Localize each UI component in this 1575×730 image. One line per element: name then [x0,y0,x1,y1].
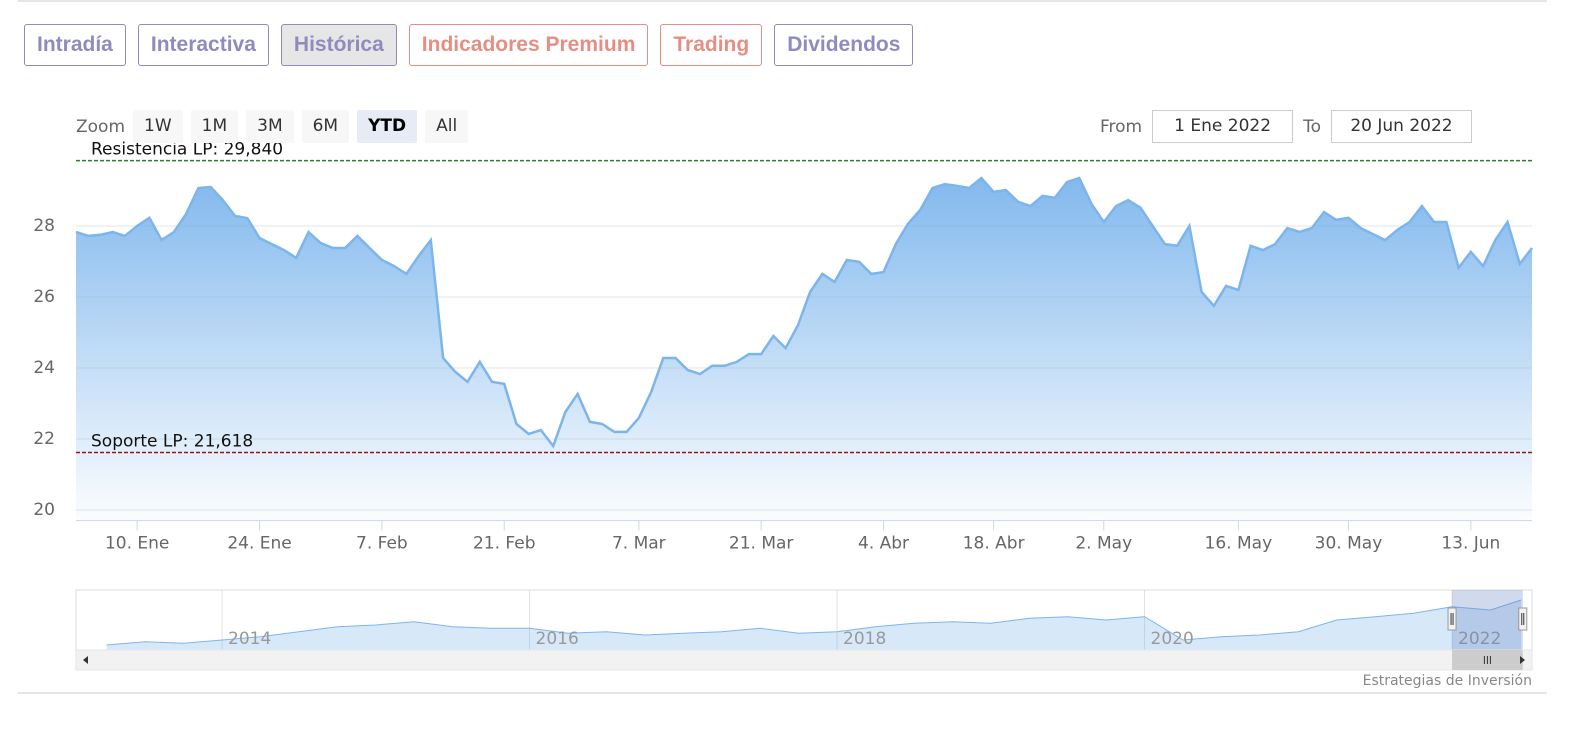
tab[interactable]: Intradía [24,24,126,66]
from-label: From [1099,116,1143,137]
zoom-button[interactable]: 3M [246,110,294,143]
plot-line-label: Soporte LP: 21,618 [91,432,253,452]
tab[interactable]: Dividendos [774,24,914,66]
navigator-label: 2022 [1458,629,1501,649]
y-tick-label: 20 [33,500,55,520]
navigator-handle [1518,607,1528,631]
x-tick-label: 13. Jun [1441,534,1500,554]
plot-line-label: Resistencia LP: 29,840 [91,140,283,160]
x-tick-label: 21. Mar [729,534,794,554]
x-tick-label: 16. May [1205,534,1273,554]
area [76,178,1532,521]
x-tick-label: 7. Feb [356,534,408,554]
date-range: From 1 Ene 2022 To 20 Jun 2022 [1100,110,1472,143]
zoom-button[interactable]: 1M [190,110,239,143]
x-tick-label: 4. Abr [858,534,909,554]
tab[interactable]: Indicadores Premium [408,24,649,66]
scroll-left [83,656,88,664]
y-tick-label: 28 [33,216,55,236]
tab-bar: Intradía Interactiva Histórica Indicadores … [24,24,914,66]
navigator-area [106,600,1522,650]
tab[interactable]: Histórica [280,24,397,66]
scrollbar-track [75,649,1533,671]
navigator-selection [1452,590,1523,650]
x-tick-label: 30. May [1315,534,1383,554]
x-tick-label: 18. Abr [963,534,1025,554]
zoom-button[interactable]: 1W [133,110,183,143]
navigator-bg [75,589,1533,651]
credit: Estrategias de Inversión [1363,673,1532,689]
scroll-right [1520,656,1525,664]
x-tick-label: 24. Ene [227,534,291,554]
navigator-label: 2016 [536,629,579,649]
from-input[interactable]: 1 Ene 2022 [1152,110,1294,143]
x-tick-label: 10. Ene [105,534,169,554]
navigator-label: 2014 [228,629,271,649]
to-label: To [1303,116,1321,137]
navigator-handle [1447,607,1457,631]
navigator-line [106,599,1522,646]
navigator-label: 2018 [843,629,886,649]
to-input[interactable]: 20 Jun 2022 [1331,110,1472,143]
line [75,176,1533,449]
tab[interactable]: Trading [660,24,763,66]
y-tick-label: 22 [33,429,55,449]
x-tick-label: 7. Mar [612,534,666,554]
zoom-button[interactable]: 6M [301,110,350,143]
y-tick-label: 24 [33,358,55,378]
zoom-bar: Zoom 1W 1M 3M 6M YTD All [76,110,469,143]
tab[interactable]: Interactiva [137,24,269,66]
x-tick-label: 21. Feb [473,534,536,554]
zoom-label: Zoom [76,116,126,137]
x-tick-label: 2. May [1075,534,1132,554]
zoom-button[interactable]: All [425,110,469,143]
navigator-label: 2020 [1151,629,1194,649]
y-tick-label: 26 [33,287,55,307]
zoom-button[interactable]: YTD [357,110,418,143]
